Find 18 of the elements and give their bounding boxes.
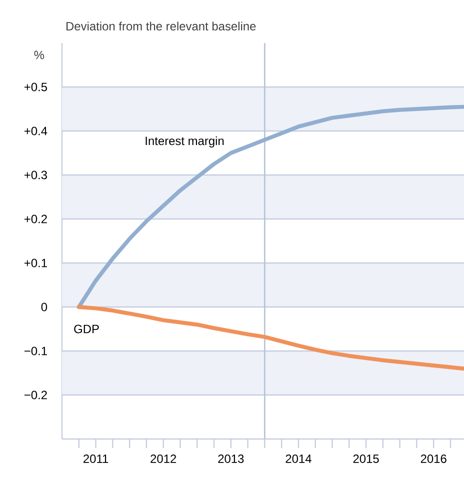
y-tick-label: +0.1 bbox=[24, 258, 47, 268]
x-tick-label: 2015 bbox=[353, 454, 379, 463]
x-tick-label: 2012 bbox=[150, 454, 176, 463]
x-tick-label: 2016 bbox=[420, 454, 446, 463]
series-label: GDP bbox=[74, 324, 99, 334]
y-tick-label: 0 bbox=[41, 302, 48, 312]
y-tick-label: +0.5 bbox=[24, 82, 48, 92]
x-tick-label: 2014 bbox=[286, 454, 312, 463]
x-tick-label: 2011 bbox=[84, 454, 108, 463]
y-tick-label: +0.2 bbox=[24, 214, 47, 224]
y-axis-title: % bbox=[34, 50, 44, 60]
y-tick-label: −0.2 bbox=[24, 390, 47, 400]
y-tick-label: −0.1 bbox=[24, 346, 47, 356]
series-label: Interest margin bbox=[146, 136, 224, 148]
y-tick-label: +0.3 bbox=[24, 170, 47, 180]
chart-title: Deviation from the relevant baseline bbox=[66, 22, 256, 30]
x-tick-label: 2013 bbox=[218, 454, 244, 463]
y-tick-label: +0.4 bbox=[24, 126, 48, 136]
